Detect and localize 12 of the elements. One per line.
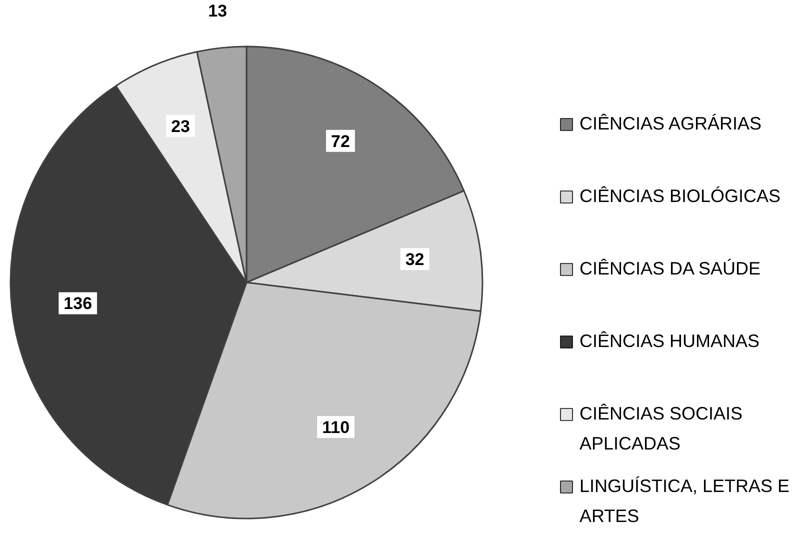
legend-label: LINGUÍSTICA, LETRAS E ARTES bbox=[580, 476, 790, 526]
data-label: 136 bbox=[64, 294, 92, 314]
legend-label: CIÊNCIAS AGRÁRIAS bbox=[580, 114, 762, 134]
legend-label: CIÊNCIAS HUMANAS bbox=[580, 331, 760, 352]
legend-label: CIÊNCIAS BIOLÓGICAS bbox=[580, 186, 781, 206]
legend-label: CIÊNCIAS SOCIAIS APLICADAS bbox=[580, 404, 743, 454]
data-label: 32 bbox=[405, 250, 424, 270]
data-label: 110 bbox=[322, 418, 350, 438]
data-label: 23 bbox=[171, 116, 190, 136]
legend-label: CIÊNCIAS DA SAÚDE bbox=[580, 258, 761, 279]
data-label: 13 bbox=[208, 1, 228, 20]
data-label: 72 bbox=[331, 132, 350, 151]
